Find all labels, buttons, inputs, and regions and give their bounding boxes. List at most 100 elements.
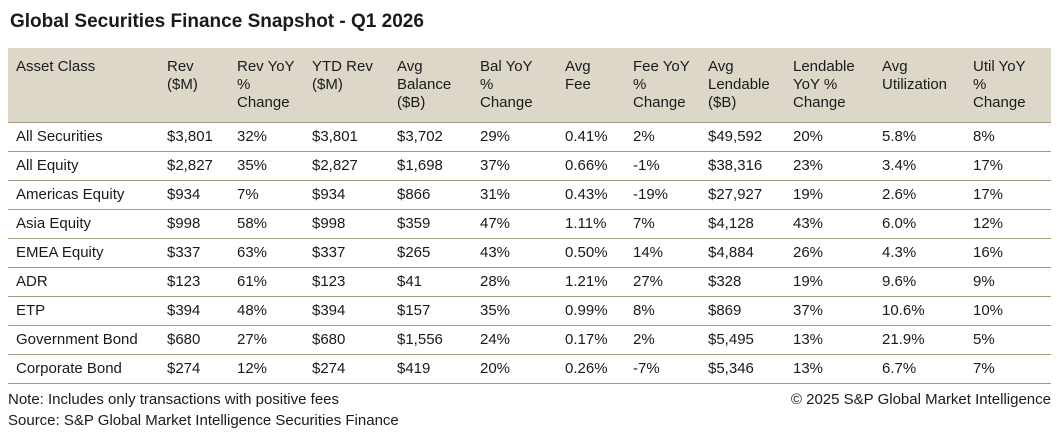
table-cell: 27% <box>625 267 700 297</box>
table-cell: 24% <box>472 325 557 355</box>
table-cell: $680 <box>159 325 229 355</box>
table-cell: $157 <box>389 296 472 326</box>
table-cell: 1.11% <box>557 209 625 239</box>
table-cell: $337 <box>304 238 389 268</box>
table-row: Asia Equity $998 58% $998 $359 47% 1.11% 7% $4,1… <box>8 209 1051 239</box>
table-cell: 61% <box>229 267 304 297</box>
table-cell: 21.9% <box>874 325 965 355</box>
column-header-10: Avg Utilization <box>874 48 965 123</box>
footnotes: Note: Includes only transactions with po… <box>8 390 1051 431</box>
table-cell: -19% <box>625 180 700 210</box>
table-cell: $934 <box>159 180 229 210</box>
asset-class-cell: Americas Equity <box>8 180 159 210</box>
column-header-9: Lendable YoY % Change <box>785 48 874 123</box>
table-cell: 31% <box>472 180 557 210</box>
table-cell: 43% <box>472 238 557 268</box>
table-cell: 19% <box>785 180 874 210</box>
page-title: Global Securities Finance Snapshot - Q1 … <box>10 11 424 32</box>
table-cell: $4,128 <box>700 209 785 239</box>
table-cell: $274 <box>304 354 389 384</box>
table-body: All Securities $3,801 32% $3,801 $3,702 29% 0.… <box>8 122 1051 384</box>
table-cell: $680 <box>304 325 389 355</box>
table-cell: $419 <box>389 354 472 384</box>
table-cell: 1.21% <box>557 267 625 297</box>
table-header-row: Asset Class Rev ($M) Rev YoY % Change YTD R… <box>8 48 1051 123</box>
table-cell: 58% <box>229 209 304 239</box>
table-cell: 0.99% <box>557 296 625 326</box>
table-row: All Equity $2,827 35% $2,827 $1,698 37% 0.66% -… <box>8 151 1051 181</box>
table-cell: 29% <box>472 122 557 152</box>
table-cell: 5.8% <box>874 122 965 152</box>
table-cell: $998 <box>159 209 229 239</box>
table-cell: 20% <box>472 354 557 384</box>
table-cell: $328 <box>700 267 785 297</box>
table-cell: 23% <box>785 151 874 181</box>
table-cell: 6.7% <box>874 354 965 384</box>
table-cell: $866 <box>389 180 472 210</box>
table-cell: 7% <box>229 180 304 210</box>
table-cell: 5% <box>965 325 1051 355</box>
table-cell: 35% <box>229 151 304 181</box>
asset-class-cell: ETP <box>8 296 159 326</box>
table-cell: 9% <box>965 267 1051 297</box>
table-cell: 48% <box>229 296 304 326</box>
table-cell: 20% <box>785 122 874 152</box>
table-cell: 37% <box>472 151 557 181</box>
table-cell: 2% <box>625 325 700 355</box>
table-cell: 10% <box>965 296 1051 326</box>
table-cell: 17% <box>965 151 1051 181</box>
asset-class-cell: All Securities <box>8 122 159 152</box>
table-cell: 63% <box>229 238 304 268</box>
table-row: Government Bond $680 27% $680 $1,556 24% 0.17%… <box>8 325 1051 355</box>
column-header-3: YTD Rev ($M) <box>304 48 389 123</box>
asset-class-cell: Asia Equity <box>8 209 159 239</box>
table-cell: $123 <box>304 267 389 297</box>
table-cell: 43% <box>785 209 874 239</box>
table-row: All Securities $3,801 32% $3,801 $3,702 29% 0.… <box>8 122 1051 152</box>
table-cell: $274 <box>159 354 229 384</box>
table-cell: $934 <box>304 180 389 210</box>
table-cell: 0.26% <box>557 354 625 384</box>
table-cell: $2,827 <box>159 151 229 181</box>
table-cell: 12% <box>965 209 1051 239</box>
table-cell: $41 <box>389 267 472 297</box>
table-cell: $3,801 <box>304 122 389 152</box>
table-cell: $1,698 <box>389 151 472 181</box>
table-cell: $27,927 <box>700 180 785 210</box>
table-cell: 0.50% <box>557 238 625 268</box>
note-text: Note: Includes only transactions with po… <box>8 391 340 408</box>
table-cell: 10.6% <box>874 296 965 326</box>
column-header-5: Bal YoY % Change <box>472 48 557 123</box>
table-cell: 7% <box>625 209 700 239</box>
table-cell: 28% <box>472 267 557 297</box>
table-cell: -7% <box>625 354 700 384</box>
table-row: ETP $394 48% $394 $157 35% 0.99% 8% $869 37% 10.6%… <box>8 296 1051 326</box>
table-cell: $394 <box>159 296 229 326</box>
table-cell: $337 <box>159 238 229 268</box>
column-header-8: Avg Lendable ($B) <box>700 48 785 123</box>
table-cell: 27% <box>229 325 304 355</box>
table-cell: 32% <box>229 122 304 152</box>
table-cell: 16% <box>965 238 1051 268</box>
table-cell: 3.4% <box>874 151 965 181</box>
asset-class-cell: EMEA Equity <box>8 238 159 268</box>
table-cell: $5,346 <box>700 354 785 384</box>
table-cell: 6.0% <box>874 209 965 239</box>
copyright-text: © 2025 S&P Global Market Intelligence <box>790 391 1051 408</box>
column-header-2: Rev YoY % Change <box>229 48 304 123</box>
table-cell: 13% <box>785 354 874 384</box>
table-cell: $123 <box>159 267 229 297</box>
table-cell: 47% <box>472 209 557 239</box>
column-header-4: Avg Balance ($B) <box>389 48 472 123</box>
table-cell: $998 <box>304 209 389 239</box>
table-cell: 4.3% <box>874 238 965 268</box>
table-cell: $1,556 <box>389 325 472 355</box>
table-cell: $265 <box>389 238 472 268</box>
table-cell: 37% <box>785 296 874 326</box>
asset-class-cell: Corporate Bond <box>8 354 159 384</box>
table-cell: 2% <box>625 122 700 152</box>
table-cell: 0.66% <box>557 151 625 181</box>
table-row: Americas Equity $934 7% $934 $866 31% 0.43% -19… <box>8 180 1051 210</box>
table-cell: $359 <box>389 209 472 239</box>
column-header-1: Rev ($M) <box>159 48 229 123</box>
